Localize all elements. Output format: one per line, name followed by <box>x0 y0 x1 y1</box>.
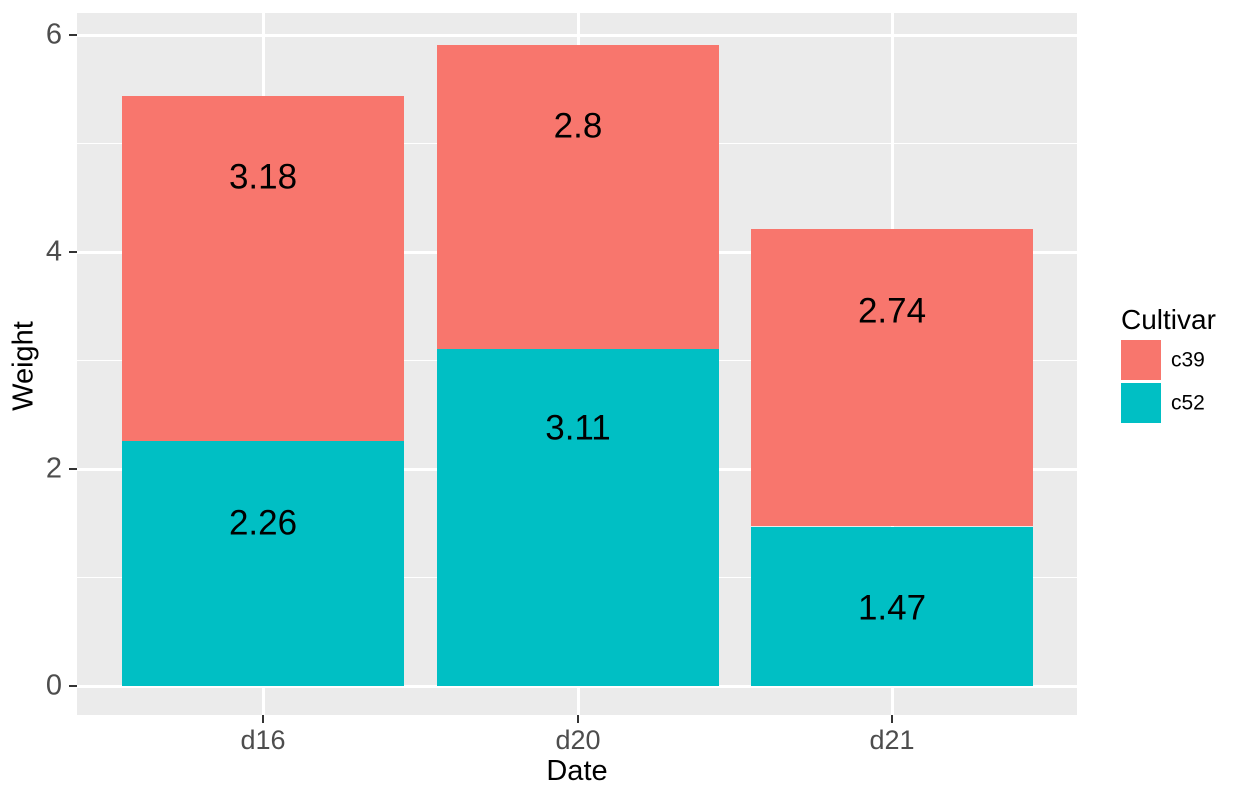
bar-segment-d21-c39 <box>751 229 1033 527</box>
bar-value-label-d21-c52: 1.47 <box>857 588 927 628</box>
bar-segment-d21-c52 <box>751 526 1033 686</box>
x-tick-label-d20: d20 <box>555 725 601 755</box>
bar-value-label-d21-c39: 2.74 <box>857 291 927 331</box>
bar-segment-d20-c39 <box>437 44 719 349</box>
y-tick-label-4: 4 <box>45 235 62 268</box>
y-axis-title: Weight <box>7 321 40 411</box>
x-tick-label-d21: d21 <box>869 725 915 755</box>
bar-segment-d20-c52 <box>437 348 719 686</box>
legend-key-c52 <box>1121 383 1161 423</box>
x-tick-mark-d21 <box>891 715 893 723</box>
bar-value-label-d16-c39: 3.18 <box>228 157 298 197</box>
y-tick-label-0: 0 <box>45 669 62 702</box>
x-tick-label-d16: d16 <box>240 725 286 755</box>
legend-key-c39 <box>1121 340 1161 380</box>
bar-segment-d16-c52 <box>122 440 404 686</box>
x-tick-mark-d20 <box>577 715 579 723</box>
legend-title: Cultivar <box>1121 304 1216 335</box>
bar-value-label-d20-c39: 2.8 <box>553 106 603 146</box>
bar-value-label-d20-c52: 3.11 <box>545 408 611 448</box>
legend-label-c39: c39 <box>1171 348 1205 372</box>
y-tick-mark-2 <box>69 468 77 470</box>
y-tick-mark-4 <box>69 251 77 253</box>
y-tick-mark-6 <box>69 34 77 36</box>
legend-label-c52: c52 <box>1171 391 1205 415</box>
y-tick-label-6: 6 <box>45 18 62 51</box>
plot-panel <box>77 13 1077 715</box>
y-tick-label-2: 2 <box>45 452 62 485</box>
y-tick-mark-0 <box>69 685 77 687</box>
x-axis-title: Date <box>546 755 608 787</box>
bar-segment-d16-c39 <box>122 95 404 441</box>
bar-value-label-d16-c52: 2.26 <box>228 503 298 543</box>
x-tick-mark-d16 <box>262 715 264 723</box>
